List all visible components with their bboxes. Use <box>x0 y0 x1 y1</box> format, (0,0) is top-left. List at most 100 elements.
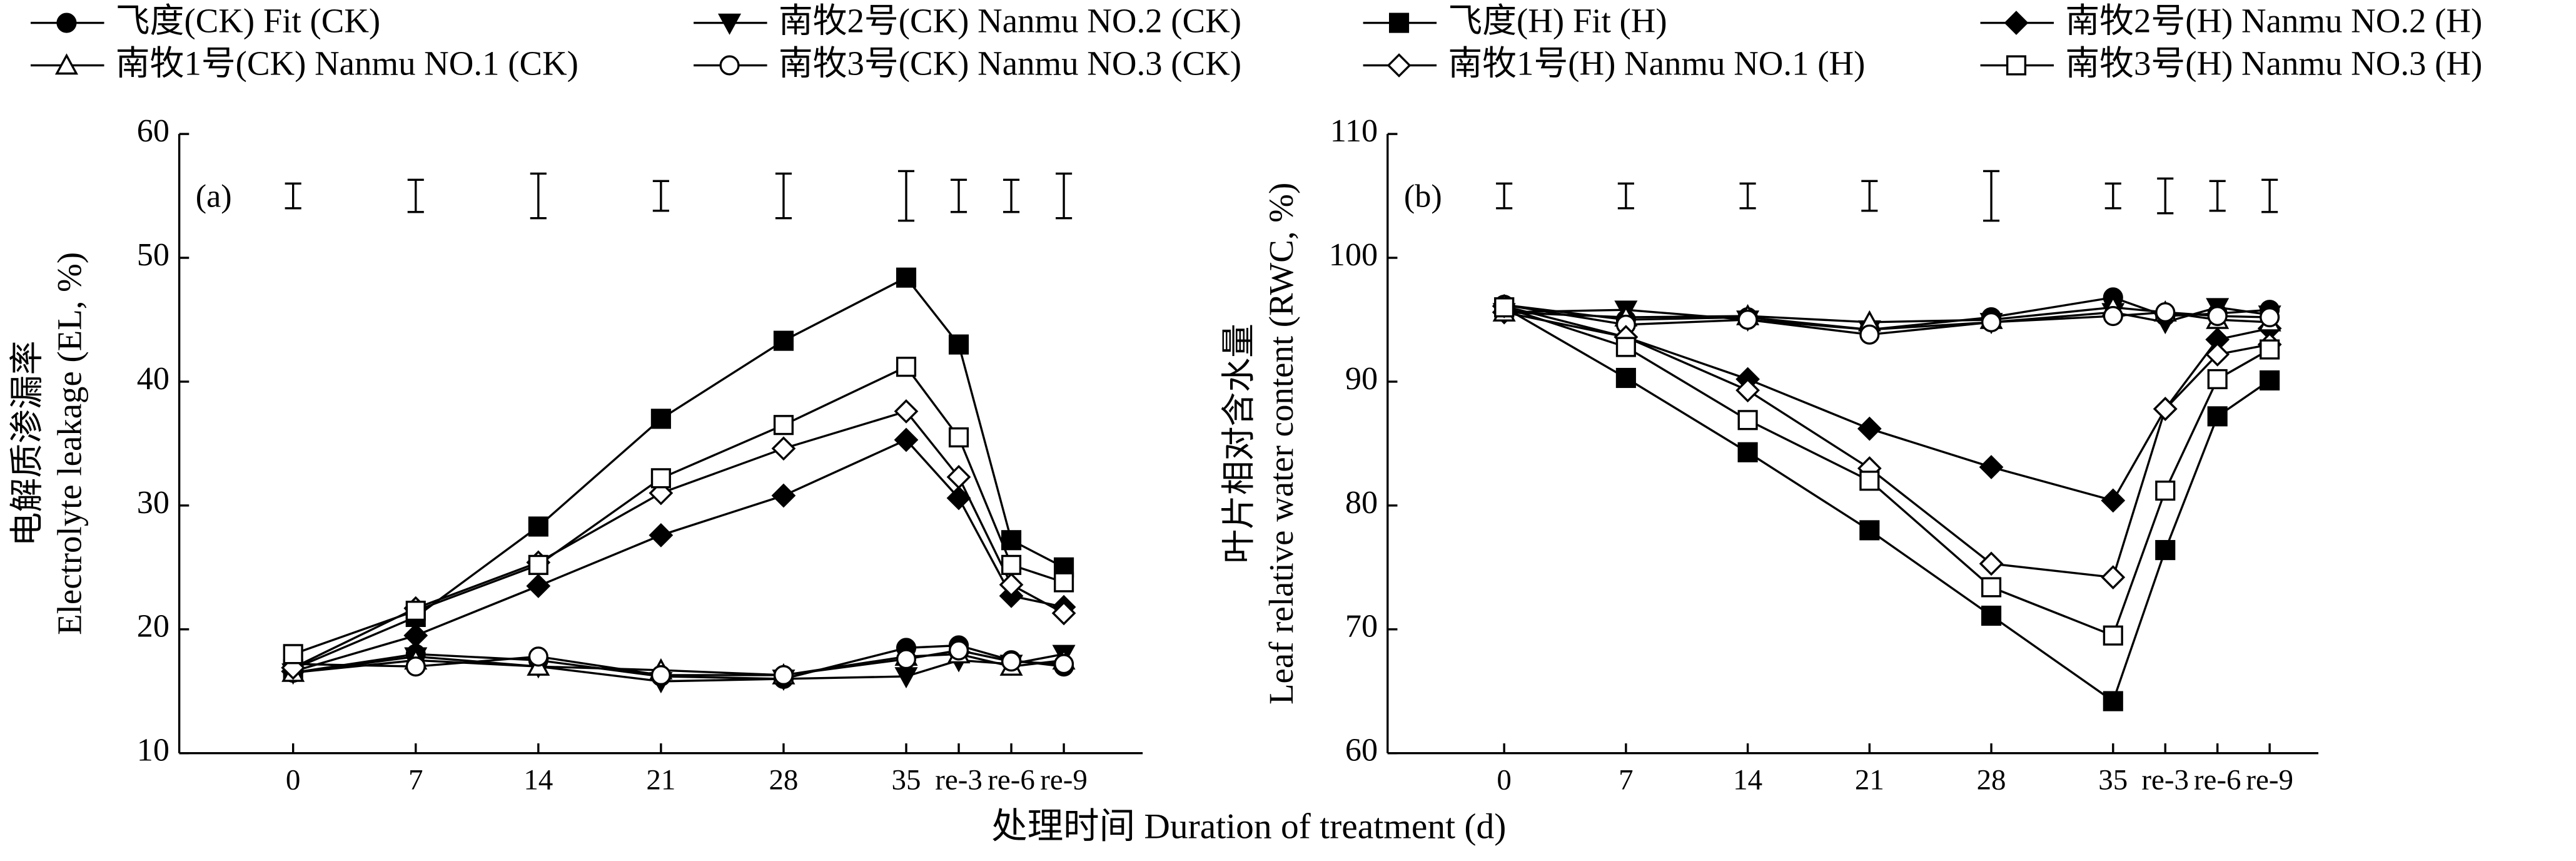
data-point <box>948 427 969 448</box>
x-tick-label: 14 <box>1733 763 1762 796</box>
data-point <box>1054 654 1074 675</box>
error-bar <box>2104 182 2121 210</box>
data-point <box>1054 572 1074 593</box>
data-point <box>2153 397 2178 421</box>
x-tick-label: 35 <box>2098 763 2128 796</box>
data-point <box>1859 471 1880 491</box>
data-point <box>1735 378 1760 403</box>
legend-label: 南牧1号(H) Nanmu NO.1 (H) <box>1448 44 1865 83</box>
legend-label: 南牧2号(H) Nanmu NO.2 (H) <box>2065 2 2482 40</box>
error-bar <box>285 182 301 210</box>
x-tick-label: 7 <box>408 763 423 796</box>
data-point <box>2101 565 2126 590</box>
data-point <box>999 573 1024 597</box>
error-bar <box>2157 177 2174 215</box>
error-bar <box>2261 178 2278 213</box>
data-point <box>771 436 796 461</box>
legend-label: 南牧1号(CK) Nanmu NO.1 (CK) <box>116 44 578 83</box>
y-axis-label: 叶片相对含水量 <box>1220 324 1258 564</box>
data-point <box>1859 324 1880 345</box>
data-point <box>773 415 794 436</box>
error-bar <box>1861 180 1878 212</box>
data-point <box>1001 530 1022 551</box>
x-tick-label: 14 <box>523 763 553 796</box>
y-tick-label: 50 <box>137 237 169 273</box>
panel-label: (b) <box>1404 178 1442 215</box>
x-tick-label: 0 <box>1497 763 1512 796</box>
error-bar <box>1739 182 1756 210</box>
panel-label: (a) <box>196 178 232 215</box>
data-point <box>1051 601 1076 626</box>
y-tick-label: 60 <box>1345 732 1378 768</box>
legend-marker <box>2004 11 2029 35</box>
data-point <box>1857 416 1882 441</box>
data-point <box>528 554 548 575</box>
data-point <box>1001 554 1022 575</box>
data-point <box>526 574 551 598</box>
data-point <box>2260 307 2280 328</box>
error-bar <box>950 178 967 213</box>
y-axis-label: Electrolyte leakage (EL, %) <box>50 252 88 635</box>
data-point <box>2101 488 2126 513</box>
y-axis-label: Leaf relative water content (RWC, %) <box>1262 183 1300 705</box>
series-line <box>292 410 1064 669</box>
data-point <box>2205 342 2230 367</box>
data-point <box>2155 481 2176 501</box>
data-point <box>650 468 671 489</box>
error-bar <box>1496 182 1513 210</box>
x-tick-label: 21 <box>646 763 675 796</box>
x-tick-label: 21 <box>1855 763 1884 796</box>
legend-label: 南牧3号(H) Nanmu NO.3 (H) <box>2065 44 2482 83</box>
data-point <box>2207 369 2228 390</box>
data-point <box>771 483 796 508</box>
data-point <box>2260 339 2280 360</box>
legend-marker <box>1386 53 1412 78</box>
data-point <box>773 665 794 686</box>
data-point <box>650 409 671 429</box>
x-tick-label: 28 <box>1977 763 2006 796</box>
x-tick-label: 0 <box>286 763 301 796</box>
x-tick-label: re-3 <box>2141 763 2189 796</box>
data-point <box>405 656 426 677</box>
x-tick-label: 7 <box>1619 763 1634 796</box>
y-tick-label: 70 <box>1345 608 1378 644</box>
y-tick-label: 110 <box>1330 113 1378 149</box>
x-tick-label: re-9 <box>2246 763 2293 796</box>
x-tick-label: re-6 <box>987 763 1035 796</box>
x-tick-label: re-6 <box>2194 763 2241 796</box>
data-point <box>2103 691 2123 711</box>
data-point <box>1859 520 1880 541</box>
legend-marker <box>54 53 78 75</box>
error-bar <box>530 172 547 220</box>
y-tick-label: 80 <box>1345 484 1378 521</box>
x-axis-label: 处理时间 Duration of treatment (d) <box>991 807 1506 847</box>
x-tick-label: re-9 <box>1040 763 1088 796</box>
data-point <box>283 644 303 665</box>
data-point <box>2103 305 2123 327</box>
y-tick-label: 40 <box>137 360 169 397</box>
data-point <box>894 399 919 424</box>
data-point <box>773 330 794 351</box>
legend-label: 南牧2号(CK) Nanmu NO.2 (CK) <box>779 2 1241 40</box>
legend-marker <box>718 13 742 35</box>
error-bar <box>1983 170 2000 222</box>
data-point <box>1979 455 2004 479</box>
data-point <box>896 357 917 377</box>
data-point <box>1737 309 1758 330</box>
y-tick-label: 10 <box>137 732 169 768</box>
y-tick-label: 20 <box>137 608 169 644</box>
data-point <box>650 665 671 686</box>
legend-label: 南牧3号(CK) Nanmu NO.3 (CK) <box>779 44 1241 83</box>
data-point <box>405 601 426 621</box>
x-tick-label: re-3 <box>935 763 982 796</box>
data-point <box>948 334 969 355</box>
y-axis-label: 电解质渗漏率 <box>8 340 46 546</box>
data-point <box>1981 605 2002 626</box>
error-bar <box>1003 178 1020 213</box>
data-point <box>896 267 917 288</box>
error-bar <box>1056 172 1073 220</box>
legend-marker <box>56 13 77 33</box>
data-point <box>2260 370 2280 391</box>
data-point <box>894 427 919 452</box>
